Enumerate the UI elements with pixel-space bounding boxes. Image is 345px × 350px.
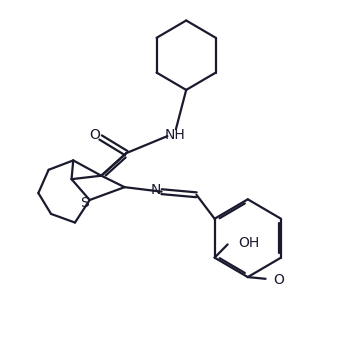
Text: NH: NH <box>165 128 185 142</box>
Text: S: S <box>80 196 89 210</box>
Text: OH: OH <box>238 236 260 250</box>
Text: O: O <box>89 128 100 142</box>
Text: N: N <box>151 183 161 197</box>
Text: O: O <box>273 273 284 287</box>
